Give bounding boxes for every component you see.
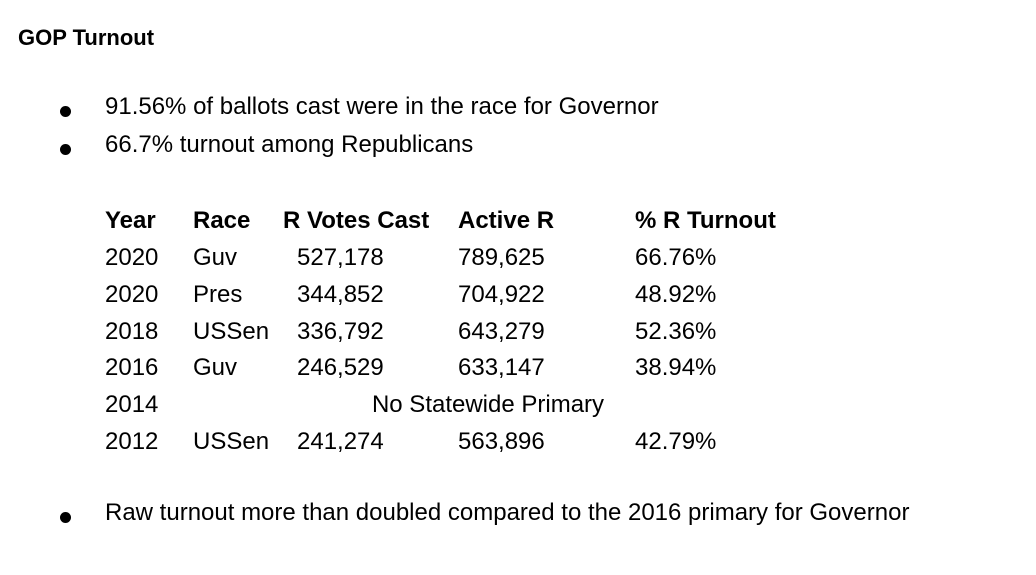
table-cell: 2016 bbox=[105, 354, 159, 382]
table-cell: 633,147 bbox=[458, 354, 545, 382]
table-cell: 246,529 bbox=[297, 354, 384, 382]
table-cell: 2020 bbox=[105, 244, 159, 271]
table-cell: USSen bbox=[193, 428, 270, 455]
table-cell: 643,279 bbox=[458, 317, 545, 345]
table-cell: 527,178 bbox=[297, 244, 384, 271]
table-cell: Guv bbox=[193, 354, 238, 382]
table-cell: 42.79% bbox=[635, 428, 717, 455]
table-cell: Pres bbox=[193, 280, 243, 308]
bullet-dot bbox=[60, 144, 71, 155]
bullet-dot bbox=[60, 512, 71, 523]
table-header: Race bbox=[193, 207, 251, 234]
table-header: Year bbox=[105, 207, 156, 234]
table-cell: 563,896 bbox=[458, 428, 545, 455]
bullet-text: 91.56% of ballots cast were in the race … bbox=[105, 93, 659, 120]
bullet-text: Raw turnout more than doubled compared t… bbox=[105, 499, 910, 526]
table-cell: 2012 bbox=[105, 428, 159, 455]
table-cell: 704,922 bbox=[458, 280, 545, 308]
table-header: Active R bbox=[458, 207, 555, 234]
table-cell: 2014 bbox=[105, 391, 159, 419]
table-cell: 789,625 bbox=[458, 244, 545, 271]
table-cell: 2018 bbox=[105, 317, 159, 345]
table-cell: 38.94% bbox=[635, 354, 717, 382]
table-cell: Guv bbox=[193, 244, 238, 271]
bullet-text: 66.7% turnout among Republicans bbox=[105, 131, 474, 158]
table-header: R Votes Cast bbox=[283, 207, 430, 234]
table-cell: 2020 bbox=[105, 280, 159, 308]
title: GOP Turnout bbox=[18, 25, 155, 50]
bullet-dot bbox=[60, 106, 71, 117]
table-merged-cell: No Statewide Primary bbox=[371, 391, 605, 419]
table-cell: 241,274 bbox=[297, 428, 384, 455]
table-cell: 66.76% bbox=[635, 244, 717, 271]
table-cell: 52.36% bbox=[635, 317, 717, 345]
table-cell: 336,792 bbox=[297, 317, 384, 345]
table-cell: USSen bbox=[193, 317, 270, 345]
table-cell: 344,852 bbox=[297, 280, 384, 308]
table-header: % R Turnout bbox=[635, 207, 776, 234]
table-cell: 48.92% bbox=[635, 280, 717, 308]
